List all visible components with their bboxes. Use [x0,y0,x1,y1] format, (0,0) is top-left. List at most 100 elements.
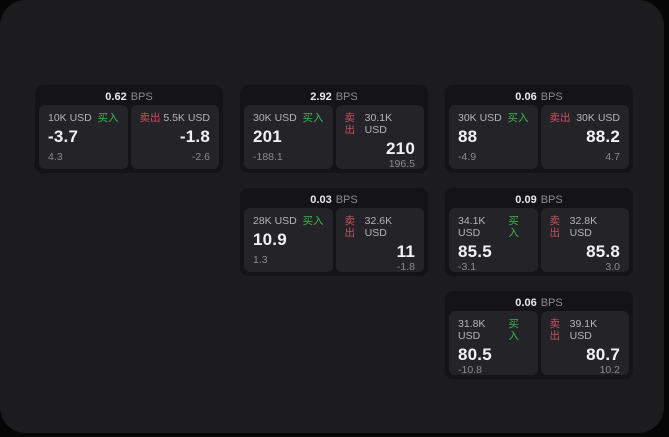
buy-panel-top: 10K USD 买入 [48,112,119,124]
buy-change: -4.9 [458,151,477,163]
sell-price: 11 [396,242,415,261]
buy-price: 201 [253,127,282,146]
sell-price: 80.7 [586,345,620,364]
buy-side-label: 买入 [97,112,119,124]
bps-unit-label: BPS [335,194,358,206]
buy-panel[interactable]: 31.8K USD 买入 80.5 -10.8 [449,311,538,376]
sell-panel[interactable]: 卖出 30.1K USD 210 196.5 [335,105,424,170]
buy-price: 80.5 [458,345,492,364]
buy-panel-top: 30K USD 买入 [458,112,529,124]
sell-amount: 30.1K USD [364,112,393,136]
quote-panels: 30K USD 买入 88 -4.9 卖出 30K USD 88.2 4.7 [449,105,629,169]
buy-amount: 28K USD [253,215,297,227]
buy-amount: 30K USD [253,112,297,124]
bps-header: 0.03 BPS [244,192,424,208]
bps-header: 2.92 BPS [244,89,424,105]
buy-price: 10.9 [253,230,287,249]
bps-unit-label: BPS [540,297,563,309]
sell-side-label: 卖出 [549,215,561,239]
quote-panels: 28K USD 买入 10.9 1.3 卖出 32.6K USD 11 -1.8 [244,208,424,273]
bps-unit-label: BPS [540,91,563,103]
buy-panel[interactable]: 30K USD 买入 88 -4.9 [449,105,538,169]
quote-card: 2.92 BPS 30K USD 买入 201 -188.1 卖出 30.1K U… [240,85,428,173]
buy-panel-top: 28K USD 买入 [253,215,324,227]
buy-side-label: 买入 [507,112,529,124]
sell-panel-top: 卖出 32.6K USD [345,215,416,239]
sell-side-label: 卖出 [549,318,561,342]
sell-change: 10.2 [599,364,620,376]
quote-card: 0.06 BPS 30K USD 买入 88 -4.9 卖出 30K USD [445,85,633,173]
bps-header: 0.09 BPS [449,192,629,208]
buy-panel[interactable]: 34.1K USD 买入 85.5 -3.1 [449,208,538,273]
bps-value: 0.06 [515,91,537,103]
buy-panel[interactable]: 28K USD 买入 10.9 1.3 [244,208,333,272]
sell-side-label: 卖出 [344,215,356,239]
buy-amount: 31.8K USD [458,318,486,342]
quote-card: 0.62 BPS 10K USD 买入 -3.7 4.3 卖出 5.5K USD [35,85,223,173]
buy-change: -3.1 [458,261,477,273]
sell-panel[interactable]: 卖出 5.5K USD -1.8 -2.6 [130,105,219,169]
buy-change: -188.1 [253,151,283,163]
buy-change: 4.3 [48,151,63,163]
sell-panel-top: 卖出 39.1K USD [550,318,621,342]
quote-panels: 30K USD 买入 201 -188.1 卖出 30.1K USD 210 1… [244,105,424,170]
buy-side-label: 买入 [302,215,324,227]
buy-price: -3.7 [48,127,79,146]
buy-amount: 10K USD [48,112,92,124]
buy-panel-top: 31.8K USD 买入 [458,318,529,342]
buy-side-label: 买入 [508,215,519,239]
sell-panel-top: 卖出 30.1K USD [345,112,416,136]
quote-panels: 34.1K USD 买入 85.5 -3.1 卖出 32.8K USD 85.8… [449,208,629,273]
sell-price: 85.8 [586,242,620,261]
quote-panels: 31.8K USD 买入 80.5 -10.8 卖出 39.1K USD 80.… [449,311,629,376]
sell-panel[interactable]: 卖出 30K USD 88.2 4.7 [540,105,629,169]
bps-value: 0.03 [310,194,332,206]
buy-price: 85.5 [458,242,492,261]
quote-grid: 0.62 BPS 10K USD 买入 -3.7 4.3 卖出 5.5K USD [35,85,633,379]
buy-amount: 30K USD [458,112,502,124]
bps-unit-label: BPS [540,194,563,206]
sell-panel-top: 卖出 30K USD [550,112,621,124]
buy-panel-top: 30K USD 买入 [253,112,324,124]
sell-amount: 5.5K USD [163,112,210,124]
sell-amount: 30K USD [576,112,620,124]
buy-price: 88 [458,127,478,146]
bps-header: 0.06 BPS [449,89,629,105]
sell-change: 4.7 [605,151,620,163]
bps-header: 0.62 BPS [39,89,219,105]
sell-amount: 32.6K USD [364,215,393,239]
sell-panel-top: 卖出 5.5K USD [140,112,211,124]
bps-value: 2.92 [310,91,332,103]
buy-change: 1.3 [253,254,268,266]
sell-amount: 39.1K USD [569,318,598,342]
buy-panel[interactable]: 30K USD 买入 201 -188.1 [244,105,333,169]
sell-price: 210 [386,139,415,158]
quote-panels: 10K USD 买入 -3.7 4.3 卖出 5.5K USD -1.8 -2.… [39,105,219,169]
sell-side-label: 卖出 [139,112,161,124]
sell-panel[interactable]: 卖出 39.1K USD 80.7 10.2 [540,311,629,376]
sell-change: 196.5 [388,158,415,170]
sell-change: -2.6 [191,151,210,163]
buy-side-label: 买入 [302,112,324,124]
quote-card: 0.03 BPS 28K USD 买入 10.9 1.3 卖出 32.6K USD [240,188,428,276]
sell-amount: 32.8K USD [569,215,598,239]
quote-card: 0.09 BPS 34.1K USD 买入 85.5 -3.1 卖出 32.8K … [445,188,633,276]
sell-side-label: 卖出 [344,112,356,136]
buy-side-label: 买入 [508,318,519,342]
bps-value: 0.06 [515,297,537,309]
sell-panel[interactable]: 卖出 32.6K USD 11 -1.8 [335,208,424,273]
buy-panel[interactable]: 10K USD 买入 -3.7 4.3 [39,105,128,169]
buy-panel-top: 34.1K USD 买入 [458,215,529,239]
buy-amount: 34.1K USD [458,215,486,239]
sell-panel-top: 卖出 32.8K USD [550,215,621,239]
sell-change: -1.8 [396,261,415,273]
bps-header: 0.06 BPS [449,295,629,311]
bps-unit-label: BPS [130,91,153,103]
bps-value: 0.09 [515,194,537,206]
sell-panel[interactable]: 卖出 32.8K USD 85.8 3.0 [540,208,629,273]
buy-change: -10.8 [458,364,482,376]
bps-unit-label: BPS [335,91,358,103]
quote-card: 0.06 BPS 31.8K USD 买入 80.5 -10.8 卖出 39.1K… [445,291,633,379]
bps-value: 0.62 [105,91,127,103]
